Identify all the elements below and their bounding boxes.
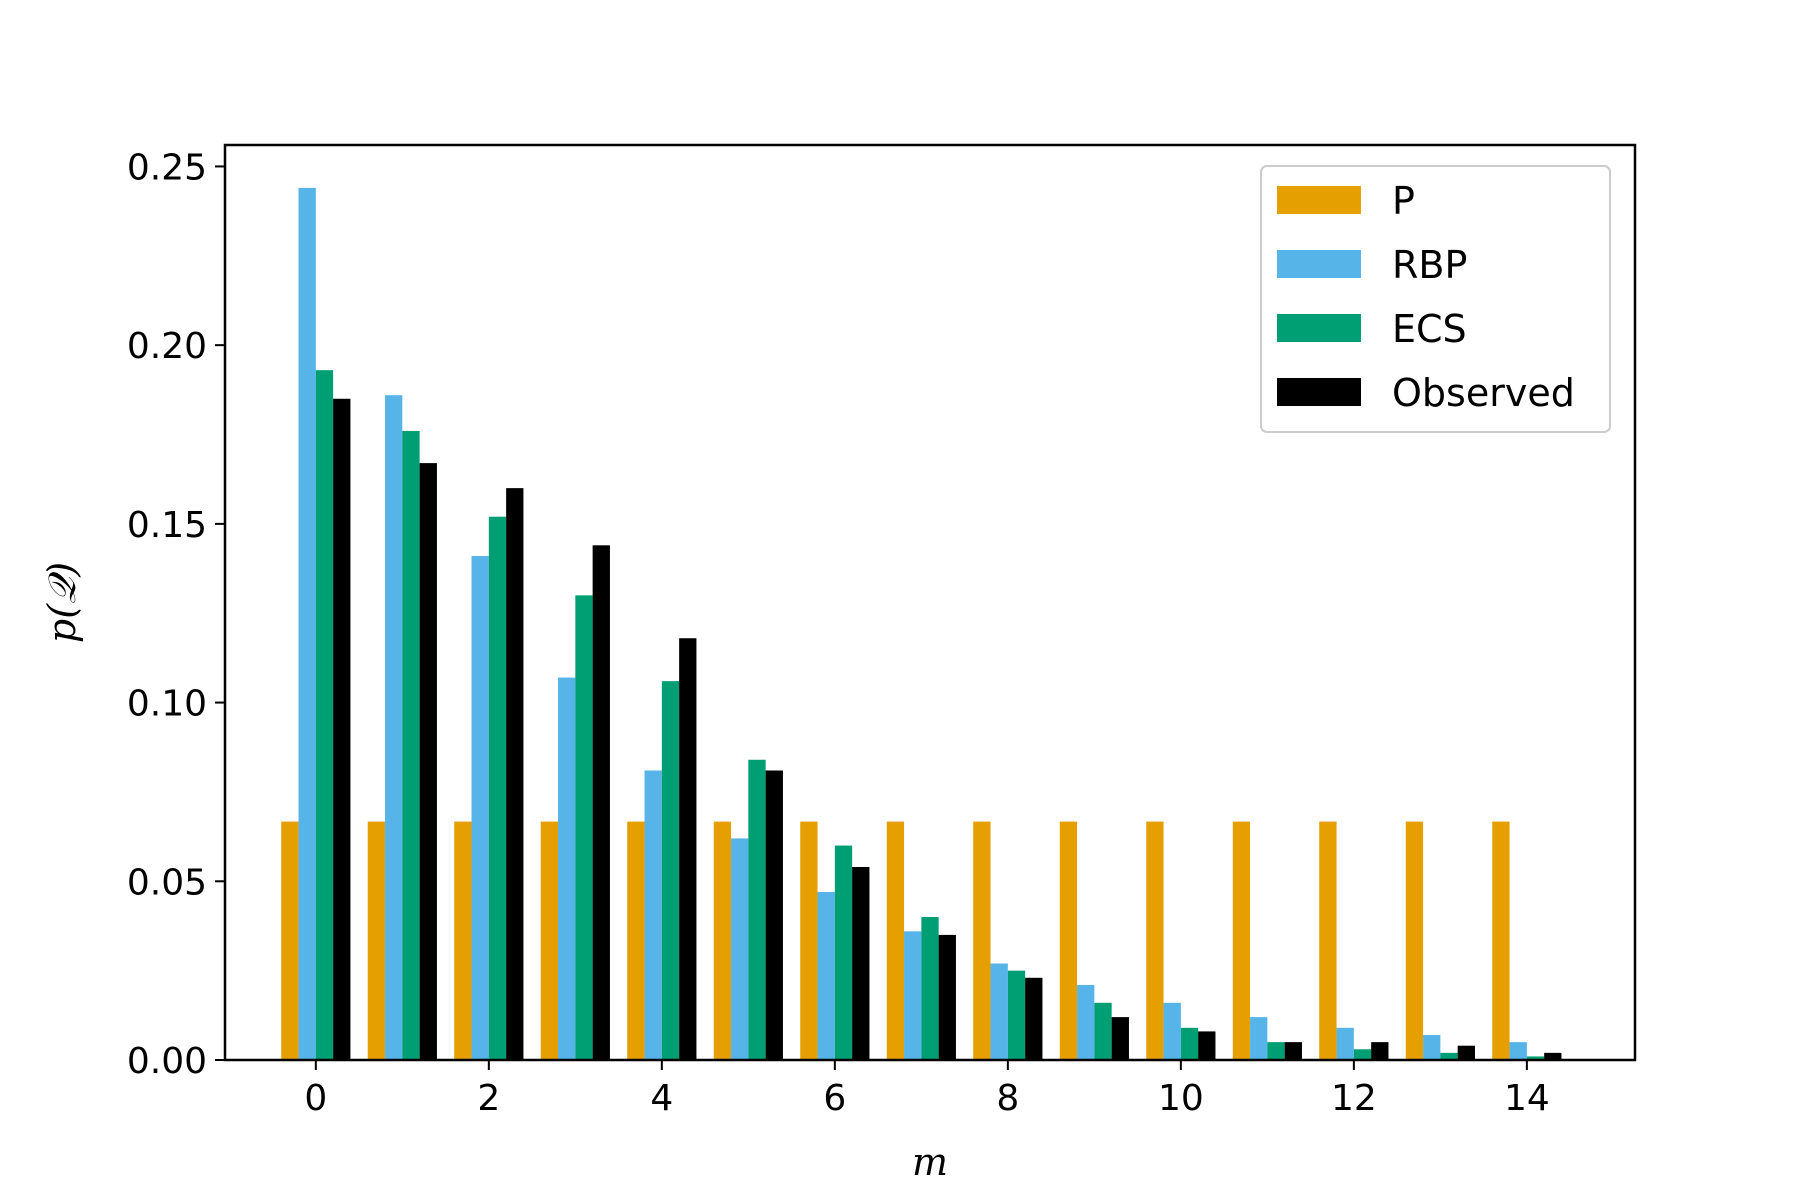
bar-p-14 [1492,821,1510,1060]
bar-rbp-5 [731,838,749,1060]
legend-swatch-observed [1277,378,1361,406]
bar-observed-2 [506,488,524,1061]
bar-rbp-1 [385,395,403,1060]
x-tick-label: 14 [1504,1078,1550,1119]
bar-rbp-10 [1163,1002,1181,1060]
bar-ecs-12 [1353,1049,1372,1060]
bar-observed-5 [765,770,783,1060]
bar-rbp-12 [1336,1027,1354,1060]
bar-rbp-0 [298,187,316,1060]
bar-ecs-10 [1180,1027,1199,1060]
legend-label-ecs: ECS [1392,307,1467,351]
bar-p-11 [1232,821,1251,1060]
bar-observed-10 [1198,1031,1216,1060]
bar-ecs-5 [748,759,766,1060]
x-tick-label: 8 [996,1078,1019,1119]
y-tick-label: 0.05 [127,862,207,903]
bar-ecs-3 [575,595,593,1060]
legend-label-observed: Observed [1392,371,1575,415]
bar-rbp-14 [1509,1042,1527,1060]
bar-observed-0 [333,398,351,1060]
bar-rbp-13 [1423,1034,1441,1060]
bar-p-13 [1405,821,1424,1060]
legend-swatch-rbp [1277,250,1361,278]
y-tick-label: 0.00 [127,1041,207,1082]
legend: P RBP ECS Observed [1260,165,1611,433]
bar-observed-11 [1284,1042,1302,1060]
bar-rbp-8 [990,963,1008,1060]
bar-p-7 [886,821,905,1060]
bar-p-3 [540,821,559,1060]
bar-p-1 [367,821,386,1060]
bar-ecs-11 [1267,1042,1285,1060]
bar-observed-9 [1111,1017,1129,1060]
x-axis: 0 2 4 6 8 10 12 14 [304,1060,1550,1119]
legend-label-rbp: RBP [1392,243,1467,287]
x-tick-label: 2 [477,1078,500,1119]
bar-observed-4 [679,638,697,1060]
bar-ecs-13 [1440,1052,1458,1060]
y-tick-label: 0.25 [127,147,207,188]
bars-group [281,187,1562,1061]
bar-rbp-11 [1250,1017,1268,1060]
bar-observed-14 [1544,1052,1562,1060]
bar-p-12 [1319,821,1337,1060]
legend-label-p: P [1392,179,1415,223]
bar-p-4 [627,821,645,1060]
bar-ecs-9 [1094,1002,1112,1060]
legend-box [1260,165,1611,433]
bar-rbp-2 [471,556,489,1060]
bar-p-2 [454,821,472,1060]
x-axis-label: m [912,1140,948,1184]
y-axis: 0.00 0.05 0.10 0.15 0.20 0.25 [127,147,225,1082]
y-axis-label: p(𝒬) [40,562,84,643]
bar-ecs-1 [402,430,420,1060]
bar-ecs-4 [661,681,680,1060]
bar-observed-6 [852,866,870,1060]
bar-p-0 [281,821,299,1060]
bar-p-6 [800,821,818,1060]
legend-swatch-ecs [1277,314,1361,342]
x-tick-label: 6 [823,1078,846,1119]
bar-observed-8 [1025,977,1043,1060]
bar-observed-12 [1371,1042,1389,1060]
bar-rbp-4 [644,770,662,1060]
bar-ecs-7 [921,917,939,1060]
legend-swatch-p [1277,186,1361,214]
bar-rbp-3 [558,677,576,1060]
bar-ecs-6 [834,845,853,1060]
bar-observed-7 [938,934,956,1060]
bar-ecs-2 [488,516,507,1060]
bar-p-5 [713,821,732,1060]
y-tick-label: 0.10 [127,684,207,725]
bar-rbp-9 [1077,984,1095,1060]
bar-rbp-7 [904,931,922,1060]
bar-p-10 [1146,821,1164,1060]
bar-ecs-8 [1007,970,1026,1060]
y-tick-label: 0.15 [127,505,207,546]
x-tick-label: 0 [304,1078,327,1119]
bar-p-9 [1059,821,1078,1060]
bar-p-8 [973,821,991,1060]
x-tick-label: 10 [1158,1078,1204,1119]
y-tick-label: 0.20 [127,326,207,367]
bar-observed-13 [1457,1045,1475,1060]
bar-ecs-0 [315,370,334,1060]
bar-rbp-6 [817,892,835,1060]
bar-observed-3 [592,545,610,1060]
x-tick-label: 12 [1331,1078,1377,1119]
x-tick-label: 4 [650,1078,673,1119]
bar-observed-1 [419,463,437,1060]
bar-ecs-14 [1526,1056,1545,1060]
plot-frame [223,143,1637,1062]
